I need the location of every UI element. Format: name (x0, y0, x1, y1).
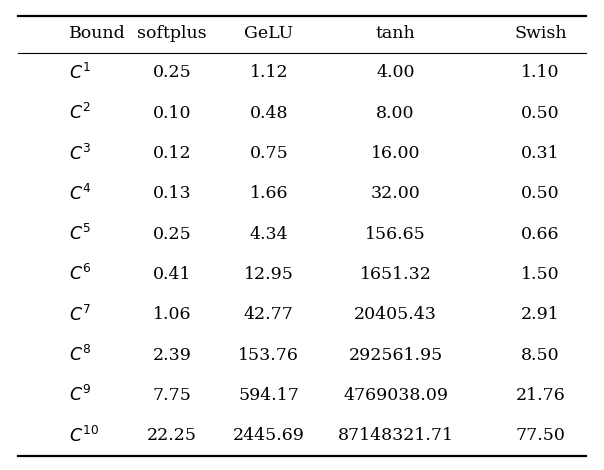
Text: $C^{5}$: $C^{5}$ (69, 224, 91, 244)
Text: 0.41: 0.41 (153, 266, 191, 283)
Text: 12.95: 12.95 (244, 266, 294, 283)
Text: 594.17: 594.17 (239, 387, 299, 404)
Text: 4.34: 4.34 (249, 226, 288, 243)
Text: $C^{4}$: $C^{4}$ (69, 184, 92, 204)
Text: $C^{7}$: $C^{7}$ (69, 305, 91, 325)
Text: 0.25: 0.25 (153, 226, 191, 243)
Text: 0.13: 0.13 (153, 185, 191, 202)
Text: 4.00: 4.00 (376, 64, 415, 81)
Text: GeLU: GeLU (244, 25, 294, 42)
Text: 0.12: 0.12 (153, 145, 191, 162)
Text: $C^{8}$: $C^{8}$ (69, 345, 92, 365)
Text: 0.10: 0.10 (153, 105, 191, 122)
Text: 1.12: 1.12 (249, 64, 288, 81)
Text: 156.65: 156.65 (365, 226, 426, 243)
Text: 153.76: 153.76 (239, 346, 299, 364)
Text: $C^{3}$: $C^{3}$ (69, 143, 92, 164)
Text: 8.00: 8.00 (376, 105, 415, 122)
Text: 32.00: 32.00 (371, 185, 420, 202)
Text: Swish: Swish (514, 25, 567, 42)
Text: 21.76: 21.76 (516, 387, 565, 404)
Text: 1.50: 1.50 (521, 266, 560, 283)
Text: 0.48: 0.48 (249, 105, 288, 122)
Text: $C^{10}$: $C^{10}$ (69, 426, 100, 446)
Text: $C^{9}$: $C^{9}$ (69, 385, 92, 406)
Text: 77.50: 77.50 (516, 427, 565, 444)
Text: Bound: Bound (69, 25, 126, 42)
Text: 2445.69: 2445.69 (233, 427, 304, 444)
Text: 0.50: 0.50 (521, 185, 560, 202)
Text: $C^{2}$: $C^{2}$ (69, 103, 91, 123)
Text: 2.91: 2.91 (521, 306, 560, 323)
Text: 0.66: 0.66 (521, 226, 560, 243)
Text: tanh: tanh (376, 25, 416, 42)
Text: 4769038.09: 4769038.09 (343, 387, 448, 404)
Text: 1651.32: 1651.32 (360, 266, 431, 283)
Text: 0.25: 0.25 (153, 64, 191, 81)
Text: 292561.95: 292561.95 (349, 346, 443, 364)
Text: $C^{6}$: $C^{6}$ (69, 265, 92, 284)
Text: 22.25: 22.25 (147, 427, 197, 444)
Text: 1.06: 1.06 (153, 306, 191, 323)
Text: 1.66: 1.66 (249, 185, 288, 202)
Text: 16.00: 16.00 (371, 145, 420, 162)
Text: 1.10: 1.10 (521, 64, 560, 81)
Text: 0.75: 0.75 (249, 145, 288, 162)
Text: 20405.43: 20405.43 (354, 306, 437, 323)
Text: 87148321.71: 87148321.71 (338, 427, 454, 444)
Text: 8.50: 8.50 (521, 346, 560, 364)
Text: 0.31: 0.31 (521, 145, 560, 162)
Text: 2.39: 2.39 (153, 346, 191, 364)
Text: $C^{1}$: $C^{1}$ (69, 63, 91, 83)
Text: 0.50: 0.50 (521, 105, 560, 122)
Text: 42.77: 42.77 (244, 306, 294, 323)
Text: 7.75: 7.75 (153, 387, 191, 404)
Text: softplus: softplus (137, 25, 207, 42)
